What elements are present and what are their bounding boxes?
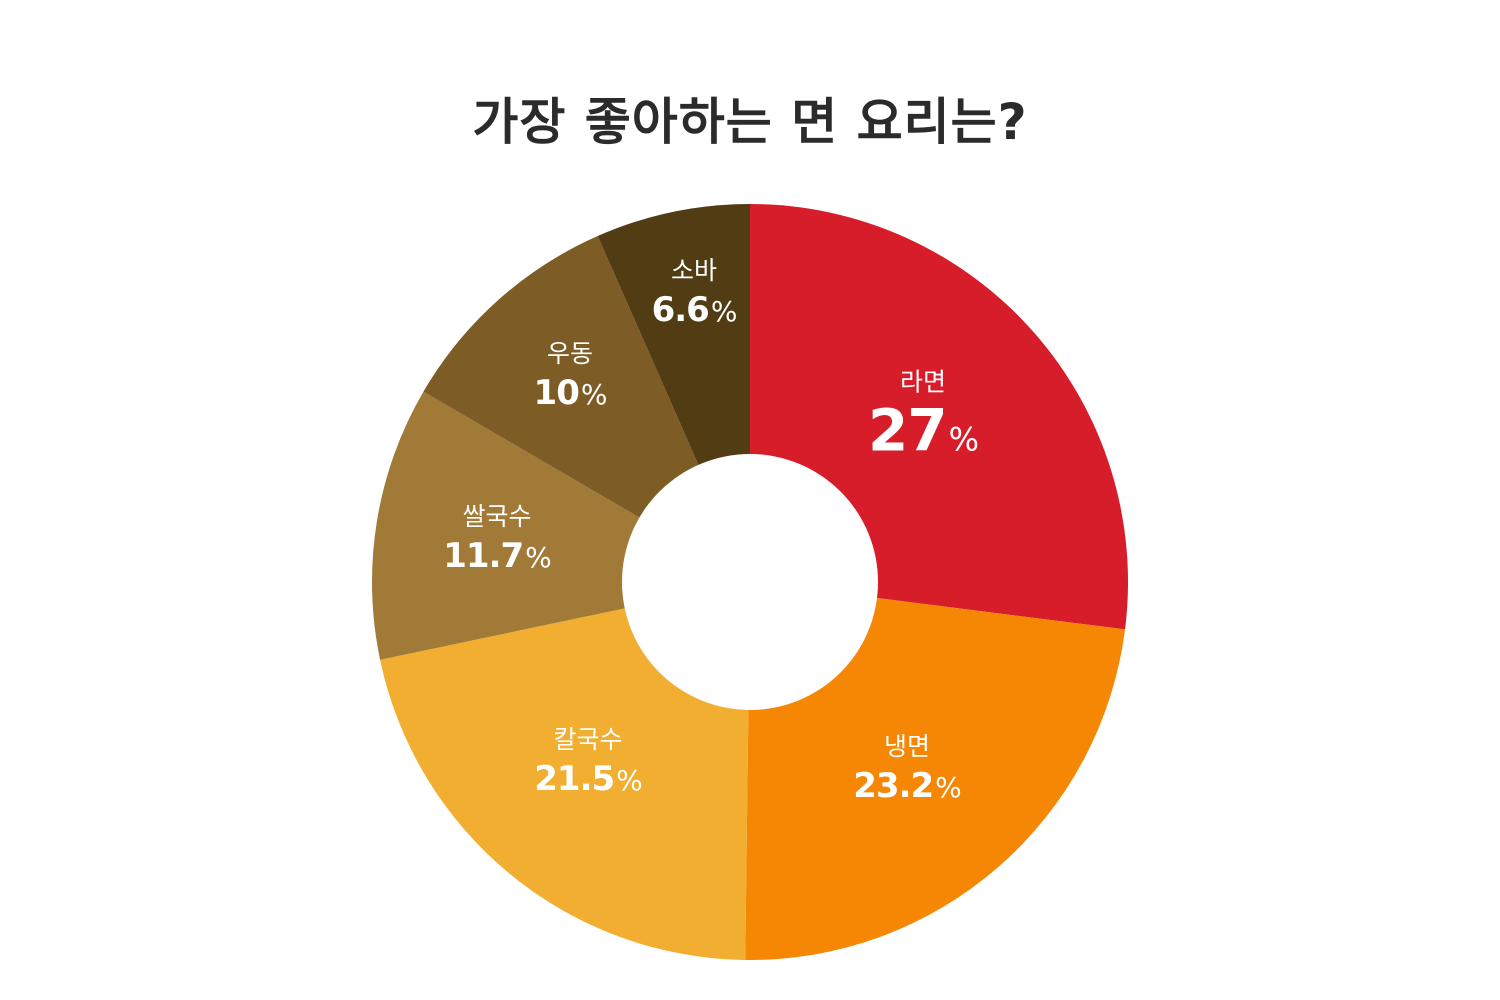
slice-value: 11.7% (443, 536, 551, 576)
slice-label-kalguksu: 칼국수 21.5% (534, 723, 642, 803)
slice-value: 27% (867, 396, 979, 465)
slice-name: 라면 (899, 367, 946, 397)
slice-value: 10% (533, 373, 608, 413)
slice-value: 23.2% (853, 766, 961, 806)
slice-label-ramen: 라면 27% (867, 366, 979, 471)
slice-label-soba: 소바 6.6% (651, 254, 738, 334)
slice-name: 냉면 (883, 732, 930, 761)
slice-value: 6.6% (651, 290, 738, 330)
chart-title: 가장 좋아하는 면 요리는? (472, 93, 1028, 151)
slice-name: 칼국수 (553, 725, 623, 754)
slice-label-naengmyeon: 냉면 23.2% (853, 730, 961, 810)
slice-value: 21.5% (534, 759, 642, 799)
donut-hole (622, 454, 878, 710)
slice-name: 우동 (546, 339, 593, 368)
pie-slice (380, 582, 750, 960)
slice-name: 소바 (670, 256, 717, 285)
slice-name: 쌀국수 (462, 502, 532, 531)
slice-label-ssalguksu: 쌀국수 11.7% (443, 500, 551, 580)
pie-slice (745, 582, 1126, 960)
slice-label-udon: 우동 10% (533, 337, 608, 417)
